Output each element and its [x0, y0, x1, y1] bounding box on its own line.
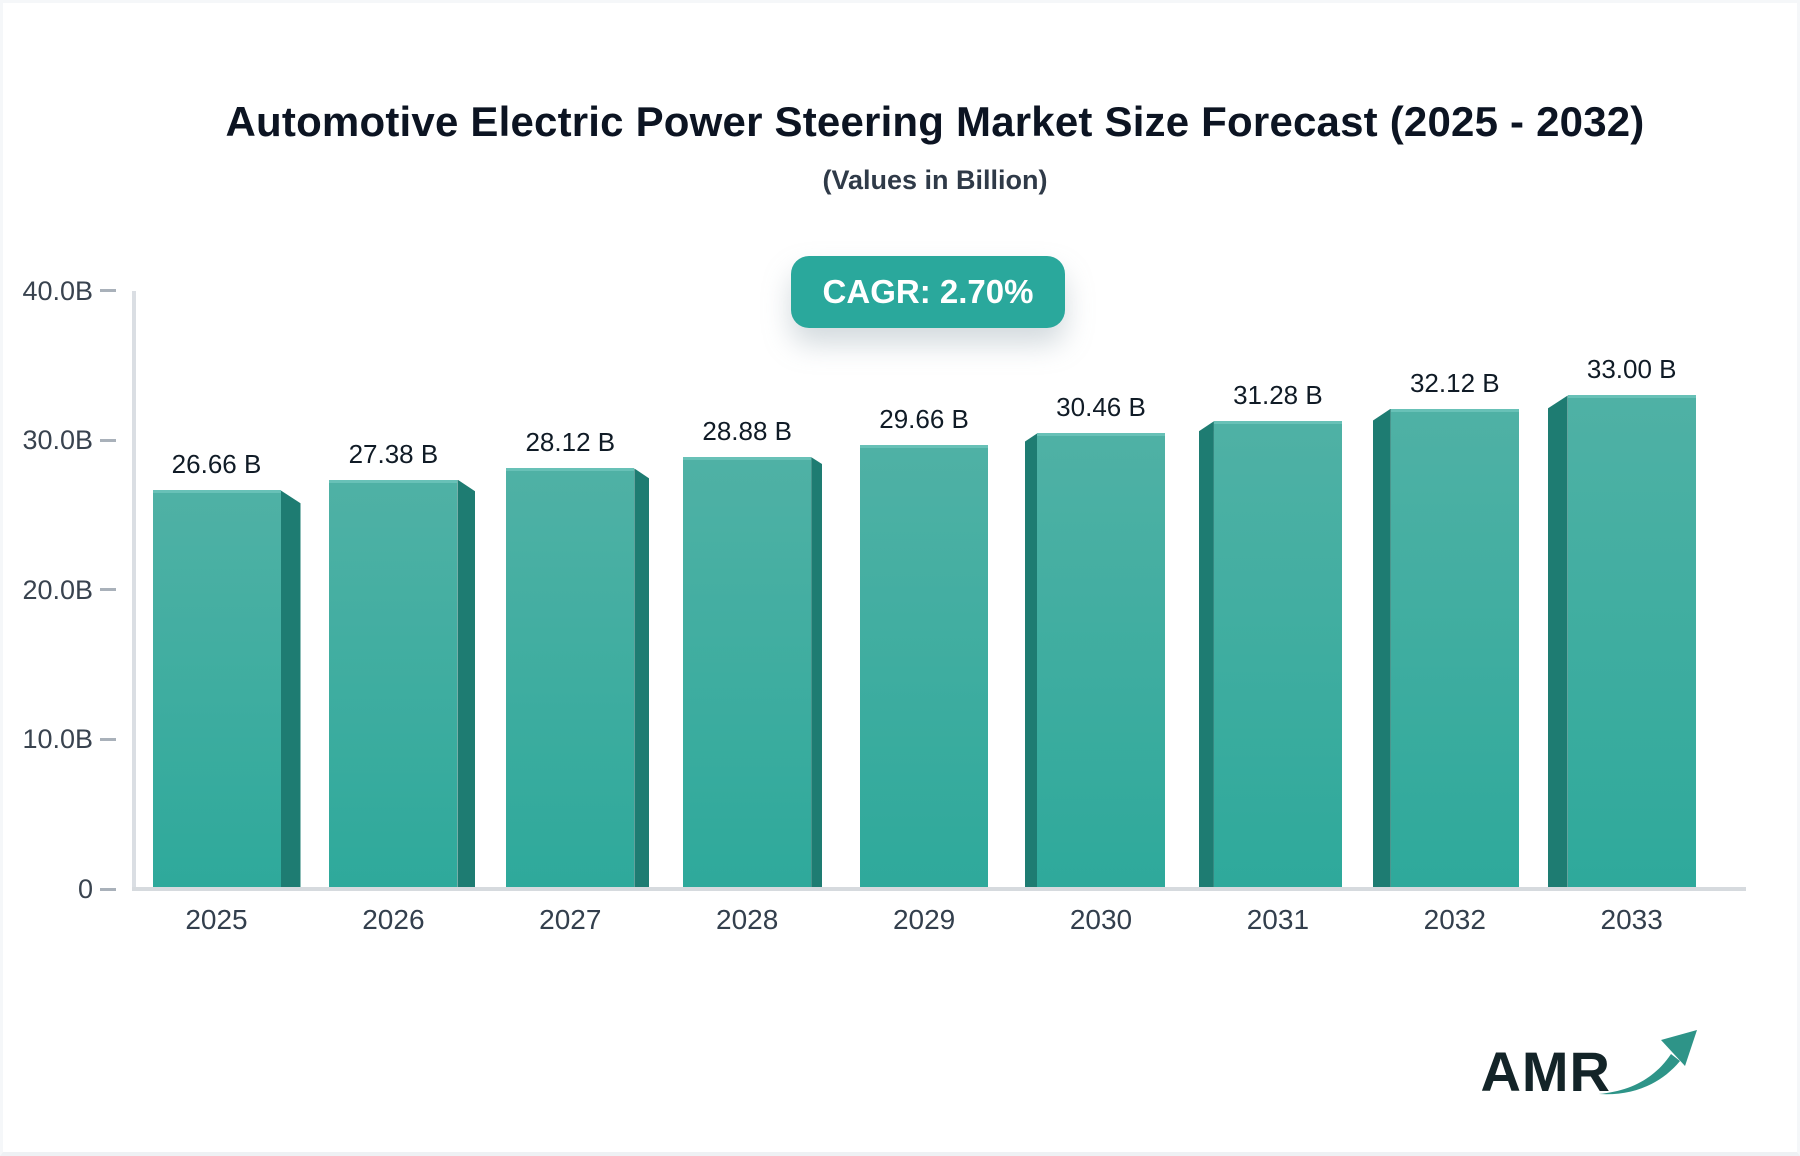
bar-2028 [683, 457, 812, 889]
x-axis-label-2031: 2031 [1246, 904, 1310, 935]
bar-side-face-2031 [1198, 421, 1214, 889]
bar-side-face-2032 [1372, 408, 1391, 889]
y-tick-label: 0 [77, 874, 93, 904]
amr-logo: AMR [1480, 1030, 1701, 1100]
y-tick-dash [100, 438, 116, 442]
bar-2030 [1037, 433, 1165, 889]
x-axis-label-2030: 2030 [1069, 904, 1133, 935]
y-tick-dash [100, 289, 116, 293]
y-tick-label: 10.0B [22, 724, 93, 755]
x-axis-label-2028: 2028 [716, 904, 779, 935]
chart-subtitle: (Values in Billion) [822, 165, 1048, 195]
x-axis-label-2032: 2032 [1423, 904, 1486, 935]
bar-2031 [1213, 421, 1342, 889]
bar-side-face-2027 [634, 468, 650, 889]
bar-side-face-2026 [457, 479, 476, 889]
x-axis-label-2026: 2026 [362, 904, 425, 935]
bar-value-label-2026: 27.38 B [348, 438, 439, 469]
y-tick-dash [100, 737, 116, 741]
bar-value-label-2031: 31.28 B [1233, 380, 1323, 411]
y-tick-label: 30.0B [22, 425, 93, 456]
bar-value-label-2032: 32.12 B [1409, 367, 1500, 398]
y-tick-label: 20.0B [22, 574, 93, 605]
bar-2033 [1567, 395, 1696, 889]
x-axis-line [132, 887, 1746, 891]
amr-logo-text: AMR [1480, 1040, 1611, 1103]
bar-value-label-2025: 26.66 B [171, 449, 262, 480]
bar-side-face-2030 [1025, 433, 1037, 889]
y-tick-label: 40.0B [22, 275, 93, 306]
bar-value-label-2033: 33.00 B [1586, 354, 1677, 385]
bar-2027 [506, 468, 635, 889]
bar-value-label-2027: 28.12 B [525, 427, 616, 458]
x-axis-label-2025: 2025 [185, 904, 248, 935]
y-axis-line [132, 291, 136, 890]
y-tick-dash [100, 588, 116, 592]
y-tick-dash [100, 887, 116, 891]
bar-2025 [152, 490, 281, 889]
bar-side-face-2028 [811, 457, 823, 889]
bar-value-label-2030: 30.46 B [1056, 392, 1146, 423]
bar-side-face-2025 [280, 490, 301, 889]
bar-value-label-2029: 29.66 B [879, 404, 969, 435]
bar-2029 [860, 445, 989, 889]
growth-arrow-icon [1599, 1030, 1697, 1095]
bar-2032 [1390, 408, 1519, 889]
x-axis-label-2027: 2027 [539, 904, 602, 935]
x-axis-label-2029: 2029 [892, 904, 956, 935]
cagr-badge: CAGR: 2.70% [791, 256, 1065, 328]
x-axis-label-2033: 2033 [1600, 904, 1663, 935]
chart-title: Automotive Electric Power Steering Marke… [225, 98, 1645, 145]
bar-2026 [329, 479, 458, 889]
bar-side-face-2033 [1547, 395, 1568, 889]
bar-value-label-2028: 28.88 B [702, 416, 792, 447]
